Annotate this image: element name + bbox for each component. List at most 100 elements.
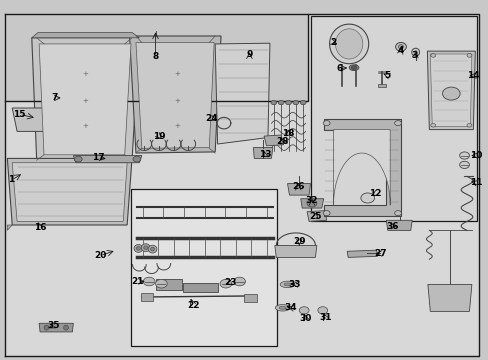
Circle shape — [74, 156, 82, 162]
Circle shape — [323, 211, 329, 216]
Ellipse shape — [148, 245, 157, 253]
Text: 22: 22 — [186, 301, 199, 310]
Polygon shape — [253, 148, 272, 158]
Polygon shape — [429, 54, 471, 127]
Text: +: + — [82, 71, 88, 77]
Text: 10: 10 — [468, 151, 481, 160]
Circle shape — [459, 152, 468, 159]
Text: +: + — [174, 98, 180, 104]
Polygon shape — [73, 156, 142, 163]
Polygon shape — [39, 44, 131, 155]
Polygon shape — [335, 29, 362, 59]
Polygon shape — [333, 130, 389, 205]
Ellipse shape — [279, 306, 285, 309]
Ellipse shape — [143, 246, 147, 249]
Polygon shape — [287, 184, 310, 195]
Text: 32: 32 — [305, 197, 318, 205]
Text: 35: 35 — [47, 321, 60, 330]
Bar — [310, 16, 476, 221]
Bar — [131, 189, 276, 346]
Text: 27: 27 — [373, 249, 386, 258]
Text: 19: 19 — [152, 132, 165, 140]
Circle shape — [394, 211, 401, 216]
Polygon shape — [427, 51, 474, 130]
Polygon shape — [300, 199, 323, 208]
Text: 31: 31 — [318, 313, 331, 322]
Circle shape — [300, 100, 305, 105]
Text: 16: 16 — [34, 223, 46, 232]
Polygon shape — [112, 108, 123, 137]
Text: 29: 29 — [292, 238, 305, 246]
Ellipse shape — [398, 45, 403, 49]
Text: +: + — [82, 98, 88, 104]
Polygon shape — [427, 284, 471, 311]
Text: 20: 20 — [94, 251, 106, 260]
Polygon shape — [32, 38, 139, 160]
Circle shape — [394, 121, 401, 126]
Bar — [378, 84, 386, 87]
Text: 1: 1 — [8, 175, 14, 184]
Ellipse shape — [136, 247, 140, 250]
Text: 18: 18 — [282, 129, 294, 138]
Polygon shape — [5, 14, 478, 356]
Ellipse shape — [141, 244, 150, 252]
Text: 26: 26 — [291, 182, 304, 191]
Text: 34: 34 — [284, 303, 297, 312]
Ellipse shape — [284, 283, 290, 286]
Text: 13: 13 — [258, 150, 271, 158]
Polygon shape — [7, 158, 132, 225]
Circle shape — [292, 100, 298, 105]
Circle shape — [133, 156, 141, 162]
Polygon shape — [7, 225, 12, 230]
Text: 11: 11 — [468, 178, 481, 187]
Polygon shape — [346, 250, 377, 257]
Circle shape — [155, 279, 167, 288]
Circle shape — [430, 54, 435, 57]
Circle shape — [466, 54, 471, 57]
Text: +: + — [174, 123, 180, 129]
Text: 6: 6 — [336, 64, 342, 73]
Text: 14: 14 — [466, 71, 479, 80]
Polygon shape — [39, 323, 73, 332]
Ellipse shape — [134, 244, 142, 252]
Circle shape — [143, 277, 155, 286]
Polygon shape — [215, 43, 269, 144]
Circle shape — [306, 200, 316, 207]
Circle shape — [360, 193, 374, 203]
Text: +: + — [174, 71, 180, 77]
Circle shape — [220, 279, 231, 288]
Ellipse shape — [348, 65, 358, 71]
Polygon shape — [12, 108, 117, 131]
Circle shape — [299, 307, 308, 314]
Text: 3: 3 — [411, 51, 417, 60]
Ellipse shape — [413, 50, 416, 54]
Polygon shape — [386, 220, 411, 230]
Circle shape — [278, 100, 284, 105]
Polygon shape — [136, 42, 214, 148]
Polygon shape — [329, 24, 368, 64]
Ellipse shape — [44, 325, 49, 330]
Text: 12: 12 — [368, 189, 381, 198]
Text: 24: 24 — [204, 113, 217, 122]
Ellipse shape — [411, 48, 419, 56]
Text: 28: 28 — [276, 137, 288, 146]
Circle shape — [430, 123, 435, 127]
Text: 36: 36 — [385, 222, 398, 231]
Circle shape — [233, 277, 245, 286]
Circle shape — [459, 161, 468, 168]
Polygon shape — [274, 246, 316, 257]
Text: 8: 8 — [152, 52, 158, 61]
Polygon shape — [306, 211, 326, 221]
Ellipse shape — [150, 247, 154, 251]
Circle shape — [317, 307, 327, 314]
Text: 25: 25 — [308, 212, 321, 221]
Text: 4: 4 — [397, 46, 404, 55]
Text: 17: 17 — [92, 153, 105, 162]
Text: 5: 5 — [384, 71, 390, 80]
Circle shape — [350, 66, 356, 70]
Polygon shape — [12, 163, 127, 221]
Bar — [155, 279, 182, 290]
Ellipse shape — [63, 325, 68, 330]
Text: 30: 30 — [299, 314, 311, 323]
Circle shape — [323, 121, 329, 126]
